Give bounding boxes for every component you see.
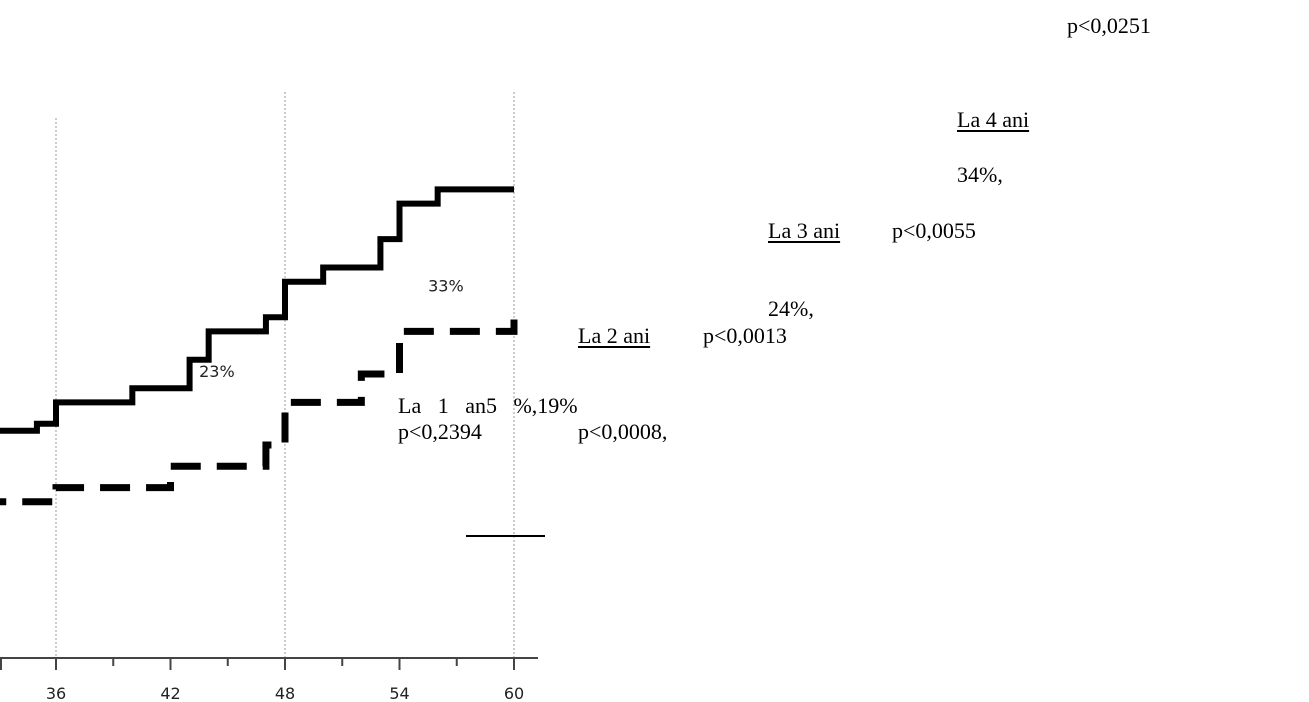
- point-label-2: 33%: [428, 277, 464, 296]
- point-labels: 13%23%33%: [199, 277, 464, 381]
- label-1-year: La 1 an5 %,19%: [398, 393, 578, 418]
- label-4-years: La 4 ani: [957, 107, 1030, 132]
- series-line-solid: [0, 186, 514, 434]
- point-label-1: 23%: [199, 362, 235, 381]
- p-value-1-year: p<0,2394: [398, 419, 482, 444]
- series-line-dashed: [0, 317, 518, 506]
- x-tick-label-60: 60: [504, 684, 524, 702]
- x-tick-label-36: 36: [46, 684, 66, 702]
- label-3-years: La 3 ani: [768, 218, 841, 243]
- x-tick-label-42: 42: [160, 684, 180, 702]
- p-value-top: p<0,0251: [1067, 13, 1151, 38]
- gridlines: [55, 92, 515, 658]
- pct-24: 24%,: [768, 296, 814, 321]
- pct-34: 34%,: [957, 162, 1003, 187]
- x-tick-label-48: 48: [275, 684, 295, 702]
- p-value-2-years: p<0,0013: [703, 323, 787, 348]
- label-2-years: La 2 ani: [578, 323, 651, 348]
- x-axis: 36 42 48 54 60: [0, 657, 538, 702]
- p-value-3-years: p<0,0055: [892, 218, 976, 243]
- series-lines: [0, 186, 518, 506]
- x-tick-label-54: 54: [389, 684, 409, 702]
- p-value-1-year-b: p<0,0008,: [578, 419, 668, 444]
